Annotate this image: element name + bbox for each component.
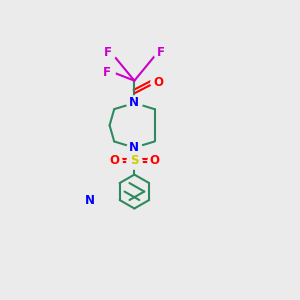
Text: N: N xyxy=(85,194,95,206)
Text: F: F xyxy=(103,66,111,79)
Text: O: O xyxy=(153,76,164,89)
Text: N: N xyxy=(129,97,140,110)
Text: O: O xyxy=(109,154,119,167)
Text: N: N xyxy=(129,141,140,154)
Text: S: S xyxy=(130,154,139,167)
Text: F: F xyxy=(104,46,112,59)
Text: O: O xyxy=(149,154,160,167)
Text: F: F xyxy=(157,46,165,59)
